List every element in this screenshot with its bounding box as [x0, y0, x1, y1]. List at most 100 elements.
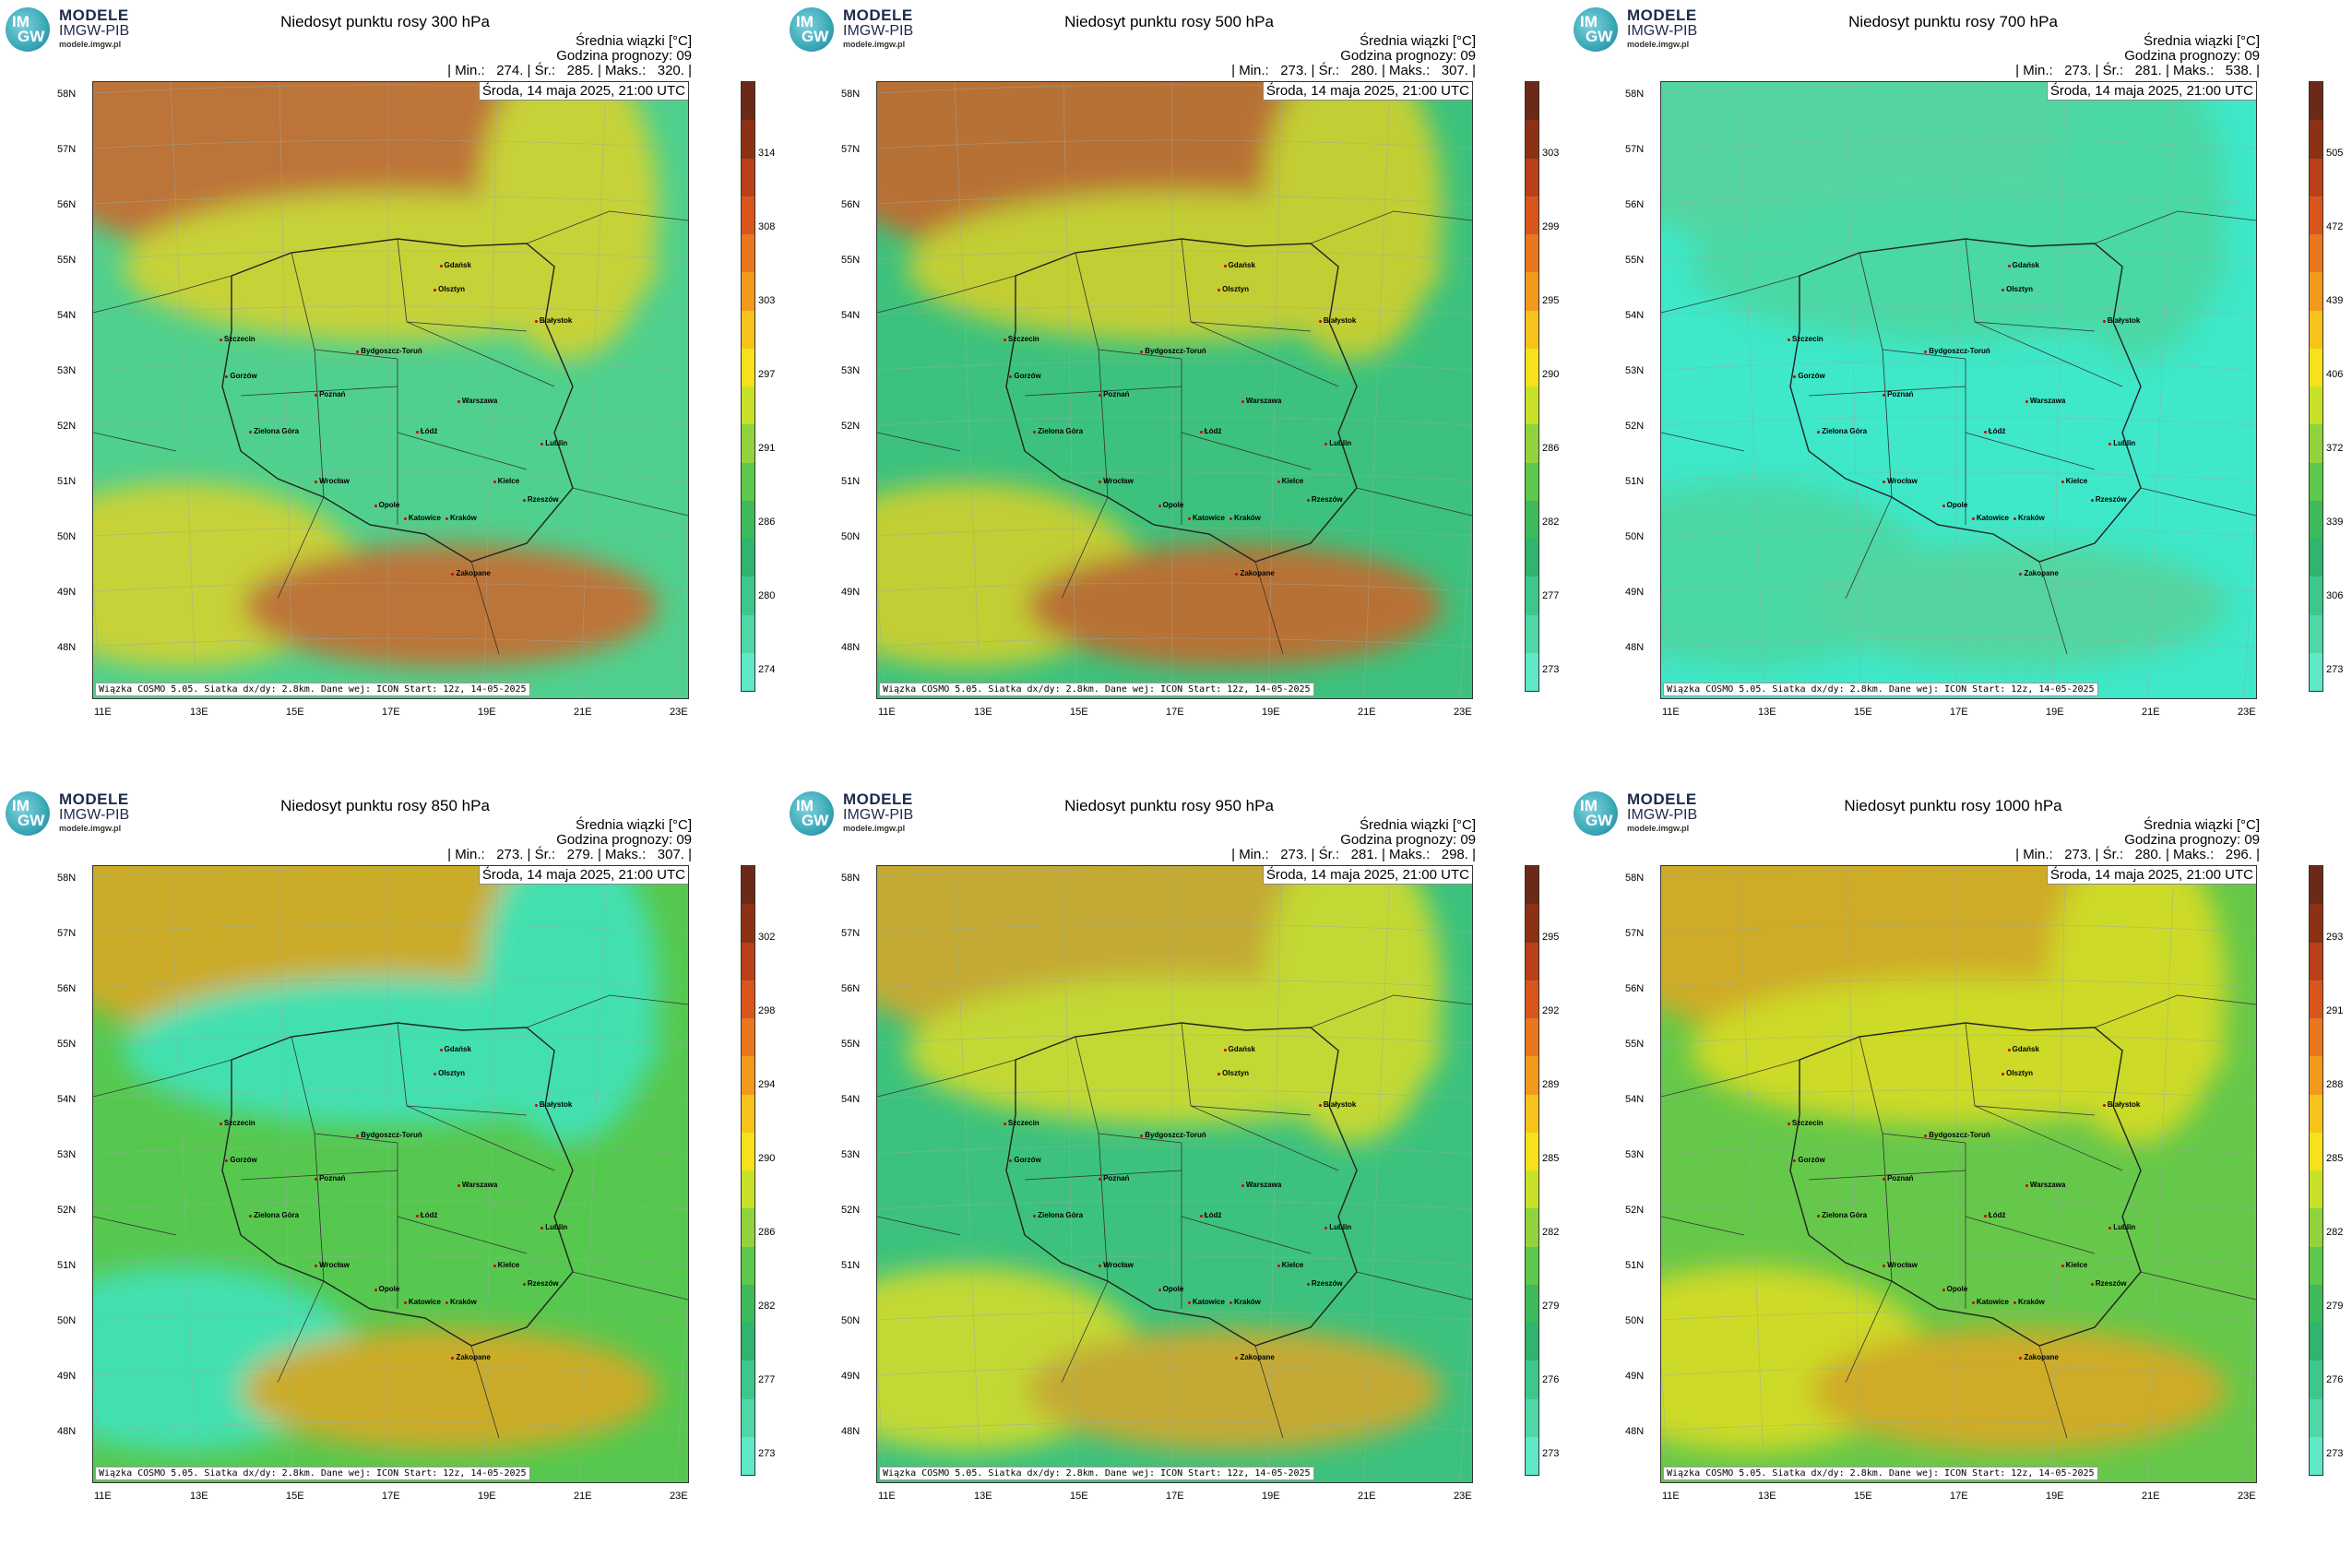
latitude-label: 49N — [57, 587, 77, 598]
colorbar-segment — [2310, 310, 2322, 349]
map-area[interactable]: Gdańsk Olsztyn Szczecin Białystok Bydgoszcz-… — [92, 81, 689, 699]
stats-line: | Min.: 273. | Śr.: 280. | Maks.: 296. | — [2015, 847, 2260, 862]
colorbar-segment — [742, 1246, 754, 1285]
valid-time: Środa, 14 maja 2025, 21:00 UTC — [1262, 866, 1472, 885]
colorbar-segment — [2310, 614, 2322, 653]
longitude-label: 11E — [94, 707, 112, 718]
longitude-label: 11E — [878, 1491, 896, 1502]
colorbar — [741, 81, 755, 692]
colorbar-tick: 273 — [1542, 1448, 1560, 1459]
imgw-logo: IM GW MODELE IMGW-PIB modele.imgw.pl — [4, 4, 160, 54]
colorbar-tick: 439 — [2326, 295, 2344, 306]
map-field — [93, 866, 688, 1482]
colorbar-tick: 294 — [758, 1079, 776, 1090]
colorbar-tick: 293 — [2326, 932, 2344, 943]
city-label: Opole — [1942, 1285, 1968, 1294]
colorbar-segment — [1526, 386, 1538, 425]
city-label: Wrocław — [315, 476, 350, 485]
city-label: Białystok — [1318, 315, 1357, 325]
latitude-label: 53N — [57, 1149, 77, 1160]
colorbar-segment — [1526, 1056, 1538, 1095]
longitude-label: 17E — [1950, 707, 1968, 718]
longitude-label: 23E — [670, 707, 688, 718]
latitude-label: 55N — [841, 255, 861, 266]
map-area[interactable]: Gdańsk Olsztyn Szczecin Białystok Bydgoszcz-… — [876, 81, 1473, 699]
colorbar-segment — [1526, 82, 1538, 121]
latitude-label: 57N — [57, 144, 77, 155]
city-label: Kraków — [2013, 513, 2045, 522]
logo-mark-text: IM — [1580, 797, 1598, 814]
colorbar-tick: 295 — [1542, 932, 1560, 943]
forecast-hour: Godzina prognozy: 09 — [2124, 832, 2260, 848]
city-label: Lublin — [1324, 1223, 1352, 1232]
logo-url: modele.imgw.pl — [59, 824, 122, 833]
colorbar-segment — [2310, 1208, 2322, 1247]
colorbar-tick: 295 — [1542, 295, 1560, 306]
city-label: Zakopane — [1235, 568, 1275, 577]
longitude-label: 15E — [1854, 1491, 1872, 1502]
colorbar-segment — [742, 462, 754, 501]
latitude-label: 55N — [1625, 1039, 1645, 1050]
colorbar-segment — [742, 866, 754, 905]
colorbar-segment — [1526, 158, 1538, 196]
colorbar-segment — [742, 386, 754, 425]
forecast-hour: Godzina prognozy: 09 — [2124, 48, 2260, 64]
colorbar-segment — [1526, 904, 1538, 943]
model-footer: Wiązka COSMO 5.05. Siatka dx/dy: 2.8km. … — [1663, 1467, 2098, 1480]
latitude-label: 50N — [841, 1315, 861, 1326]
latitude-label: 55N — [841, 1039, 861, 1050]
city-label: Gdańsk — [439, 1044, 471, 1053]
colorbar-segment — [2310, 1360, 2322, 1399]
latitude-label: 53N — [841, 365, 861, 376]
stats-line: | Min.: 273. | Śr.: 281. | Maks.: 538. | — [2015, 63, 2260, 78]
city-label: Białystok — [2102, 315, 2141, 325]
latitude-label: 56N — [1625, 199, 1645, 210]
logo-mark-text: GW — [18, 28, 45, 45]
colorbar-segment — [1526, 348, 1538, 386]
forecast-panel: IM GW MODELE IMGW-PIB modele.imgw.pl Niedosyt… — [1568, 0, 2352, 784]
map-area[interactable]: Gdańsk Olsztyn Szczecin Białystok Bydgoszcz-… — [92, 865, 689, 1483]
colorbar-tick: 277 — [1542, 590, 1560, 601]
latitude-label: 49N — [841, 587, 861, 598]
longitude-label: 21E — [1358, 707, 1376, 718]
forecast-panel: IM GW MODELE IMGW-PIB modele.imgw.pl Niedosyt… — [784, 784, 1568, 1568]
map-area[interactable]: Gdańsk Olsztyn Szczecin Białystok Bydgoszcz-… — [1660, 81, 2257, 699]
colorbar-segment — [2310, 120, 2322, 159]
map-area[interactable]: Gdańsk Olsztyn Szczecin Białystok Bydgoszcz-… — [876, 865, 1473, 1483]
logo-title: MODELE — [1627, 790, 1697, 808]
latitude-label: 52N — [1625, 421, 1645, 432]
longitude-label: 17E — [1166, 707, 1184, 718]
city-label: Kraków — [1229, 513, 1261, 522]
city-label: Gorzów — [1009, 371, 1041, 380]
latitude-label: 52N — [1625, 1205, 1645, 1216]
colorbar-segment — [2310, 462, 2322, 501]
logo-mark-text: IM — [12, 13, 30, 30]
city-label: Szczecin — [219, 1118, 255, 1127]
colorbar-segment — [742, 1360, 754, 1399]
forecast-panel: IM GW MODELE IMGW-PIB modele.imgw.pl Niedosyt… — [1568, 784, 2352, 1568]
logo-org: IMGW-PIB — [843, 807, 914, 823]
city-label: Zakopane — [2019, 568, 2059, 577]
colorbar-tick: 277 — [758, 1374, 776, 1385]
latitude-label: 57N — [1625, 144, 1645, 155]
logo-mark-text: IM — [796, 797, 814, 814]
city-label: Rzeszów — [2090, 1278, 2127, 1288]
longitude-label: 15E — [286, 1491, 304, 1502]
longitude-label: 13E — [190, 1491, 208, 1502]
map-area[interactable]: Gdańsk Olsztyn Szczecin Białystok Bydgoszcz-… — [1660, 865, 2257, 1483]
mean-label: Średnia wiązki [°C] — [2143, 33, 2260, 49]
latitude-label: 58N — [57, 89, 77, 100]
colorbar-segment — [742, 614, 754, 653]
city-label: Olsztyn — [2002, 285, 2033, 294]
colorbar-segment — [2310, 234, 2322, 273]
colorbar-tick: 280 — [758, 590, 776, 601]
colorbar-segment — [2310, 348, 2322, 386]
colorbar-segment — [1526, 1360, 1538, 1399]
imgw-logo: IM GW MODELE IMGW-PIB modele.imgw.pl — [1572, 4, 1728, 54]
panel-title: Niedosyt punktu rosy 1000 hPa — [1844, 797, 2062, 814]
city-label: Gdańsk — [439, 260, 471, 269]
colorbar-segment — [1526, 120, 1538, 159]
logo-mark-text: GW — [1586, 28, 1613, 45]
latitude-label: 53N — [1625, 365, 1645, 376]
city-label: Kielce — [493, 476, 520, 485]
